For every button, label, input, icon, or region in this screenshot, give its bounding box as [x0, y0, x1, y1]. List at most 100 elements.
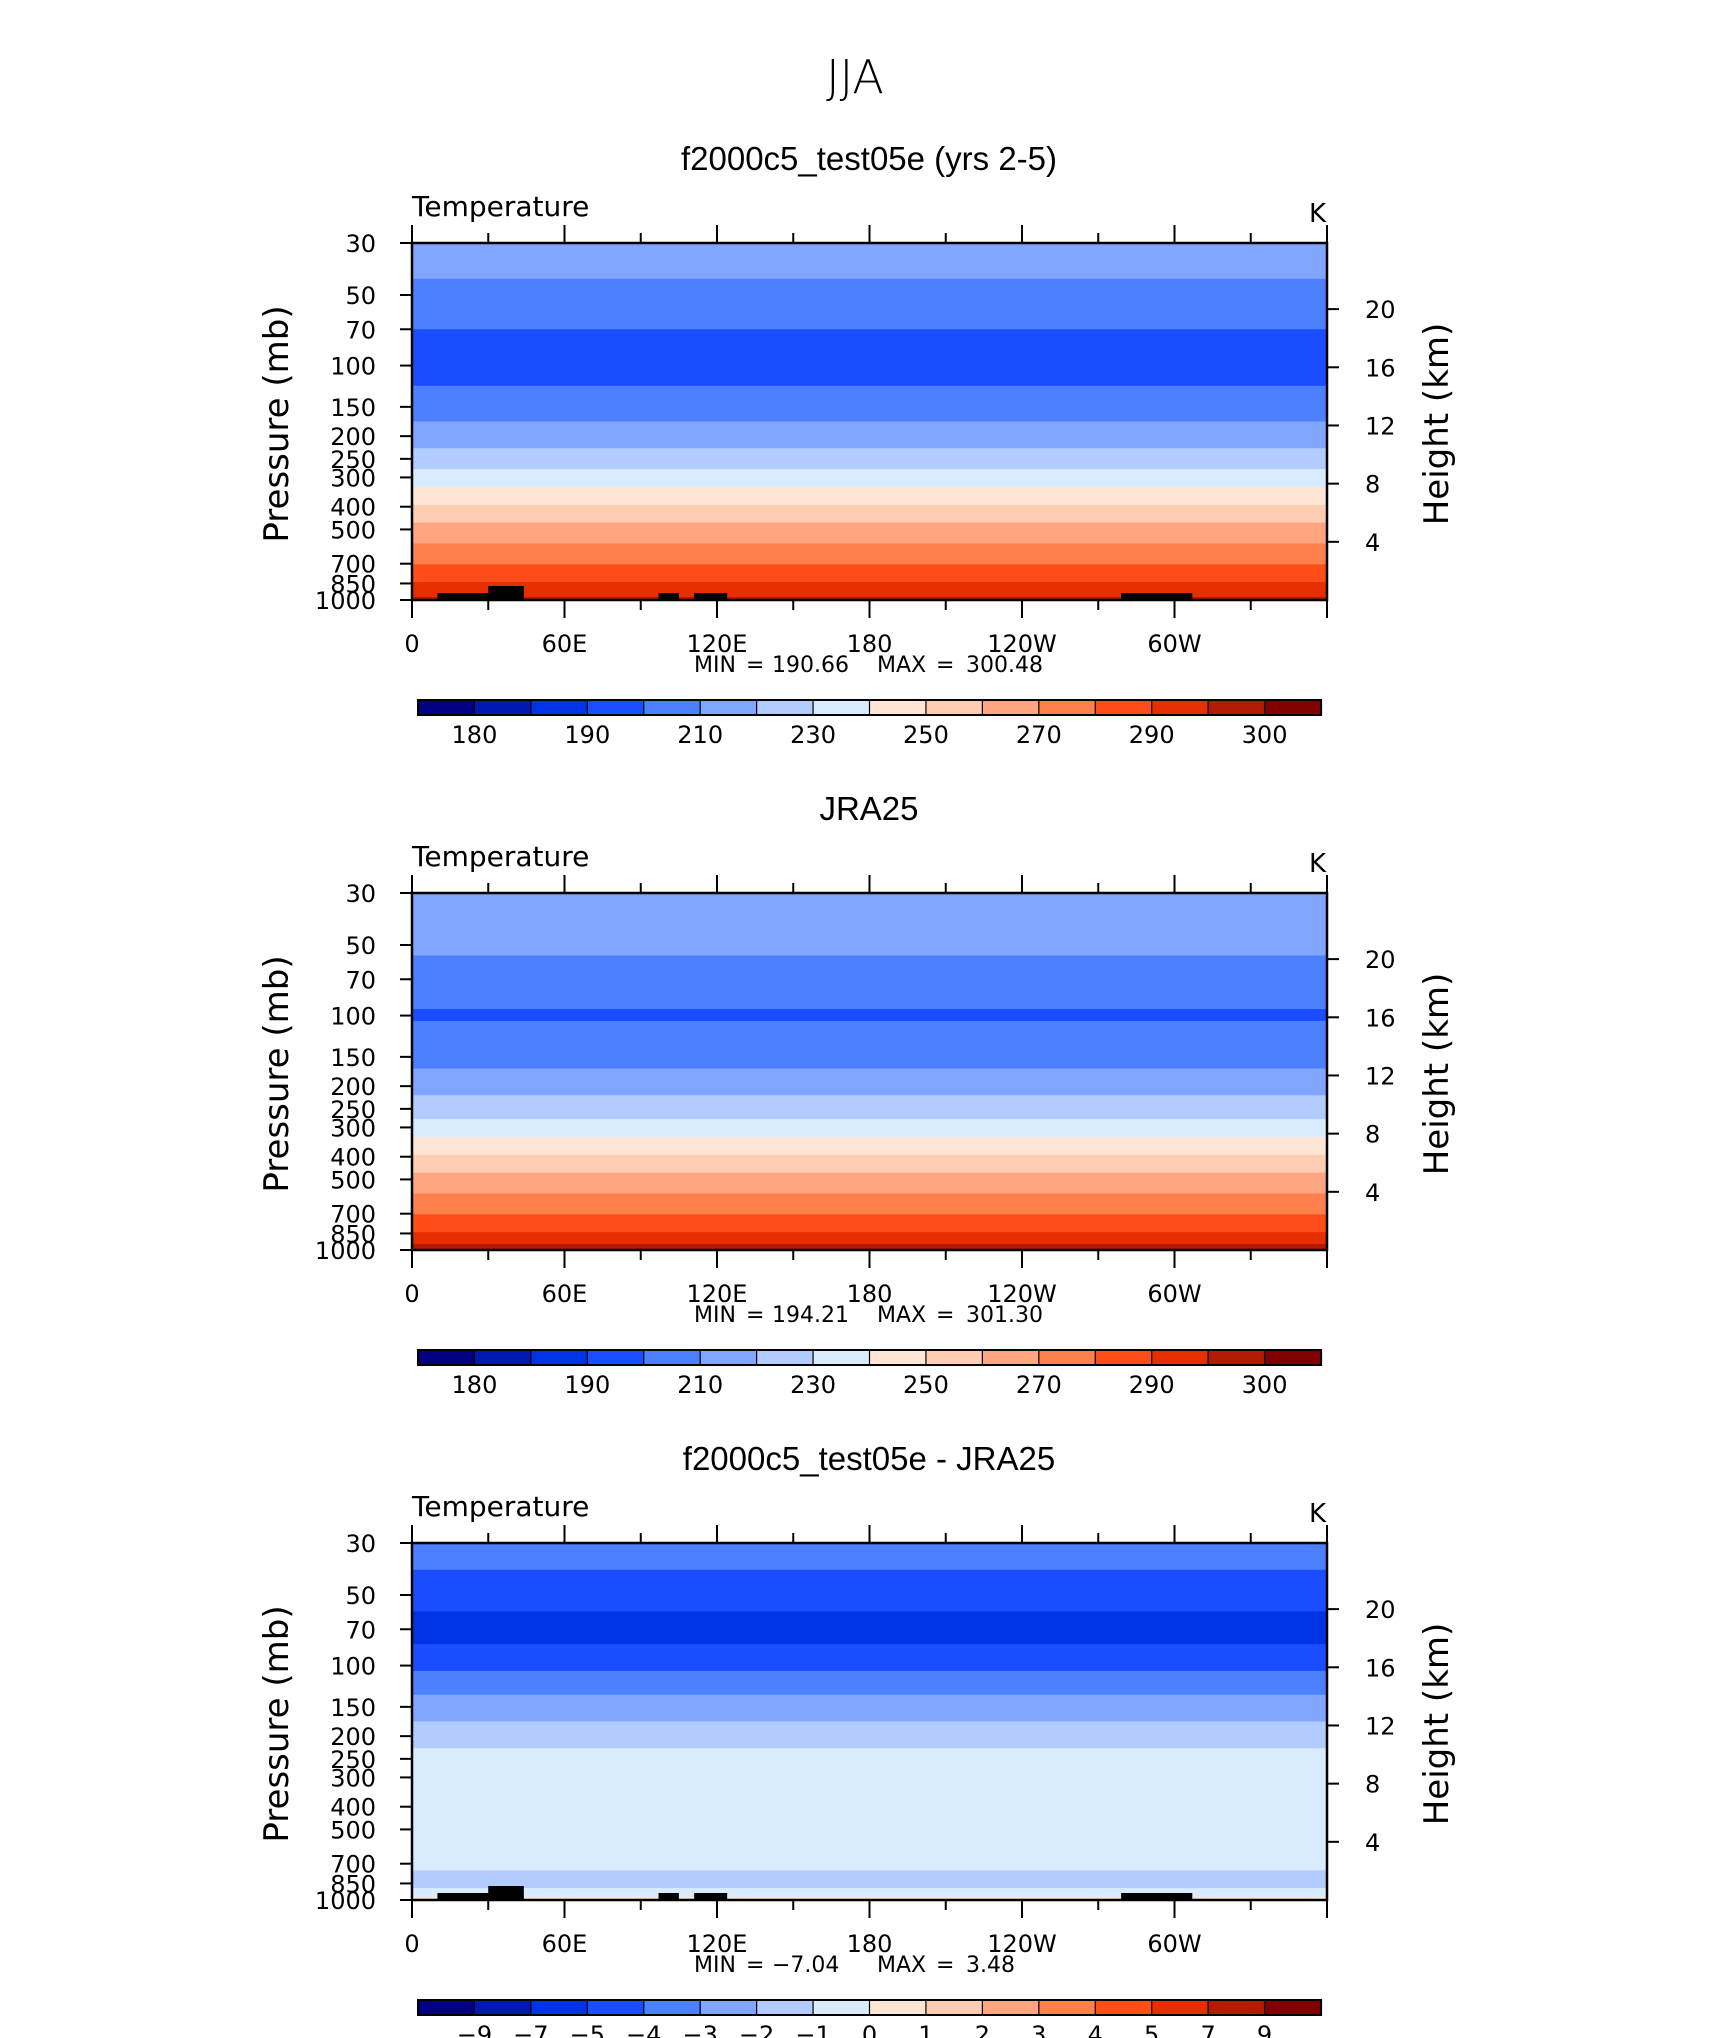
contour-band: [412, 347, 1327, 351]
contour-band: [412, 1223, 1327, 1227]
x-tick-label: 180: [847, 1280, 893, 1308]
colorbar-box: [699, 699, 758, 716]
colorbar-label: 300: [1242, 1371, 1288, 1399]
contour-band: [412, 427, 1327, 432]
contour-band: [412, 1682, 1327, 1687]
terrain-block: [694, 593, 728, 600]
contour-band: [412, 1709, 1327, 1714]
contour-band: [412, 1733, 1327, 1737]
max-eq: =: [936, 1303, 954, 1328]
contour-band: [412, 251, 1327, 256]
contour-band: [412, 952, 1327, 957]
contour-band: [412, 275, 1327, 280]
max-eq: =: [936, 1953, 954, 1978]
contour-band: [412, 1611, 1327, 1615]
contour-band: [412, 1578, 1327, 1583]
contour-band: [412, 373, 1327, 378]
contour-band: [412, 1593, 1327, 1598]
panel-title: f2000c5_test05e - JRA25: [683, 1440, 1055, 1477]
contour-band: [412, 893, 1327, 897]
colorbar-label: 230: [790, 1371, 836, 1399]
y-tick-label: 400: [330, 1144, 376, 1172]
contour-band: [412, 925, 1327, 930]
max-label: MAX: [877, 653, 926, 678]
contour-band: [412, 284, 1327, 289]
y-tick-label: 100: [330, 353, 376, 381]
contour-field: [412, 893, 1327, 1250]
contour-band: [412, 454, 1327, 458]
colorbar-label: −1: [795, 2021, 830, 2038]
contour-band: [412, 1846, 1327, 1851]
max-eq: =: [936, 653, 954, 678]
contour-band: [412, 525, 1327, 530]
colorbar-box: [643, 1349, 702, 1366]
y-tick-label: 50: [345, 932, 376, 960]
contour-band: [412, 1038, 1327, 1043]
contour-band: [412, 1145, 1327, 1150]
min-value: 194.21: [772, 1303, 849, 1328]
terrain-block: [1121, 593, 1193, 600]
contour-band: [412, 344, 1327, 348]
contour-band: [412, 1885, 1327, 1889]
contour-band: [412, 1122, 1327, 1126]
y-tick-label: 700: [330, 1201, 376, 1229]
colorbar-label: 290: [1129, 721, 1175, 749]
contour-band: [412, 311, 1327, 315]
contour-band: [412, 1175, 1327, 1180]
contour-band: [412, 495, 1327, 500]
x-tick-label: 120W: [987, 630, 1057, 658]
colorbar-box: [530, 1349, 589, 1366]
contour-band: [412, 1095, 1327, 1099]
contour-band: [412, 537, 1327, 542]
colorbar-label: 4: [1088, 2021, 1103, 2038]
contour-band: [412, 922, 1327, 927]
contour-band: [412, 376, 1327, 381]
contour-band: [412, 436, 1327, 440]
contour-band: [412, 287, 1327, 292]
colorbar-box: [586, 699, 645, 716]
colorbar-label: 210: [677, 721, 723, 749]
contour-band: [412, 1739, 1327, 1743]
colorbar-box: [812, 699, 871, 716]
panels: f2000c5_test05e (yrs 2-5) Temperature K 0 60…: [257, 140, 1457, 2038]
contour-band: [412, 1226, 1327, 1230]
colorbar-label: −7: [513, 2021, 548, 2038]
colorbar-frame: [417, 1349, 1322, 1366]
contour-band: [412, 457, 1327, 461]
contour-band: [412, 1199, 1327, 1203]
y-right-tick-label: 4: [1365, 1829, 1380, 1857]
contour-band: [412, 531, 1327, 536]
colorbar-frame: [417, 1999, 1322, 2016]
contour-band: [412, 585, 1327, 589]
colorbar-box: [981, 699, 1040, 716]
contour-band: [412, 970, 1327, 974]
contour-band: [412, 994, 1327, 998]
terrain-block: [437, 593, 504, 600]
contour-band: [412, 433, 1327, 437]
colorbar-box: [981, 1999, 1040, 2016]
contour-band: [412, 1554, 1327, 1559]
contour-band: [412, 934, 1327, 939]
contour-band: [412, 483, 1327, 488]
contour-band: [412, 955, 1327, 960]
x-tick-label: 120E: [687, 630, 748, 658]
contour-band: [412, 564, 1327, 568]
left-string: Temperature: [411, 840, 589, 873]
y-tick-label: 250: [330, 1096, 376, 1124]
contour-band: [412, 516, 1327, 521]
contour-band: [412, 1730, 1327, 1734]
contour-band: [412, 338, 1327, 342]
contour-band: [412, 254, 1327, 259]
y-tick-label: 70: [345, 1616, 376, 1644]
contour-band: [412, 481, 1327, 485]
contour-band: [412, 320, 1327, 324]
contour-band: [412, 1822, 1327, 1827]
contour-band: [412, 1816, 1327, 1821]
y-tick-label: 250: [330, 1746, 376, 1774]
contour-band: [412, 409, 1327, 414]
colorbar-label: 180: [452, 721, 498, 749]
contour-band: [412, 1673, 1327, 1678]
contour-band: [412, 1667, 1327, 1672]
contour-band: [412, 299, 1327, 304]
contour-band: [412, 1232, 1327, 1236]
